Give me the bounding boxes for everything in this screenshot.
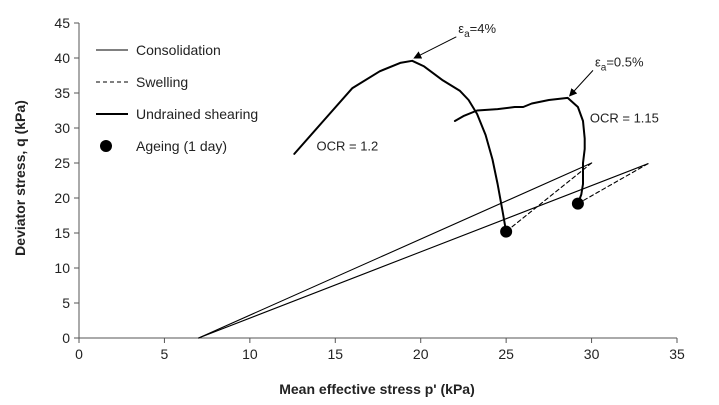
annotation-layer: εa=4% εa=0.5% OCR = 1.2 OCR = 1.15 — [316, 21, 658, 154]
y-tick-label: 0 — [62, 330, 70, 346]
x-tick-label: 5 — [161, 346, 169, 362]
plot-frame — [78, 23, 677, 339]
series-line-dashed-2 — [505, 162, 593, 233]
annotation-ocr12: OCR = 1.2 — [316, 138, 378, 153]
legend-label: Ageing (1 day) — [136, 138, 227, 154]
marker-layer — [500, 197, 584, 238]
x-tick-label: 0 — [75, 346, 83, 362]
y-tick-label: 20 — [54, 190, 70, 206]
y-tick-label: 5 — [62, 295, 70, 311]
annotation-ocr115: OCR = 1.15 — [590, 110, 659, 125]
annotation-arrow-ea4 — [413, 36, 457, 59]
x-tick-label: 30 — [584, 346, 600, 362]
annotation-ea4: εa=4% — [458, 21, 496, 40]
y-tick-label: 10 — [54, 260, 70, 276]
y-axis-title: Deviator stress, q (kPa) — [12, 100, 28, 256]
legend-swatch-marker — [100, 140, 112, 152]
annotation-arrow-ea05 — [568, 70, 594, 97]
y-tick-label: 45 — [54, 15, 70, 31]
x-tick-label: 10 — [242, 346, 258, 362]
legend-label: Consolidation — [136, 42, 221, 58]
series-line-dashed-3 — [577, 163, 649, 205]
y-tick-label: 30 — [54, 120, 70, 136]
y-tick-label: 15 — [54, 225, 70, 241]
ticks: 0 5 10 15 20 25 30 35 0 5 10 15 20 25 30 35 40 45 — [54, 15, 685, 362]
series-line-solid-thin-1 — [198, 163, 649, 339]
ageing-marker-1 — [571, 197, 584, 210]
y-tick-label: 40 — [54, 50, 70, 66]
annotation-ea05: εa=0.5% — [595, 54, 644, 73]
y-tick-label: 35 — [54, 85, 70, 101]
x-tick-label: 25 — [498, 346, 514, 362]
x-axis-title: Mean effective stress p' (kPa) — [279, 381, 475, 397]
series-layer — [198, 59, 649, 339]
series-line-solid-thick-5 — [453, 96, 586, 205]
legend-label: Swelling — [136, 74, 188, 90]
series-line-solid-thick-4 — [293, 59, 508, 233]
ageing-marker-0 — [500, 225, 513, 238]
y-tick-label: 25 — [54, 155, 70, 171]
legend: Consolidation Swelling Undrained shearing A… — [96, 42, 258, 154]
x-tick-label: 20 — [413, 346, 429, 362]
x-tick-label: 15 — [327, 346, 343, 362]
series-line-solid-thin-0 — [198, 162, 593, 339]
legend-label: Undrained shearing — [136, 106, 258, 122]
x-tick-label: 35 — [669, 346, 685, 362]
